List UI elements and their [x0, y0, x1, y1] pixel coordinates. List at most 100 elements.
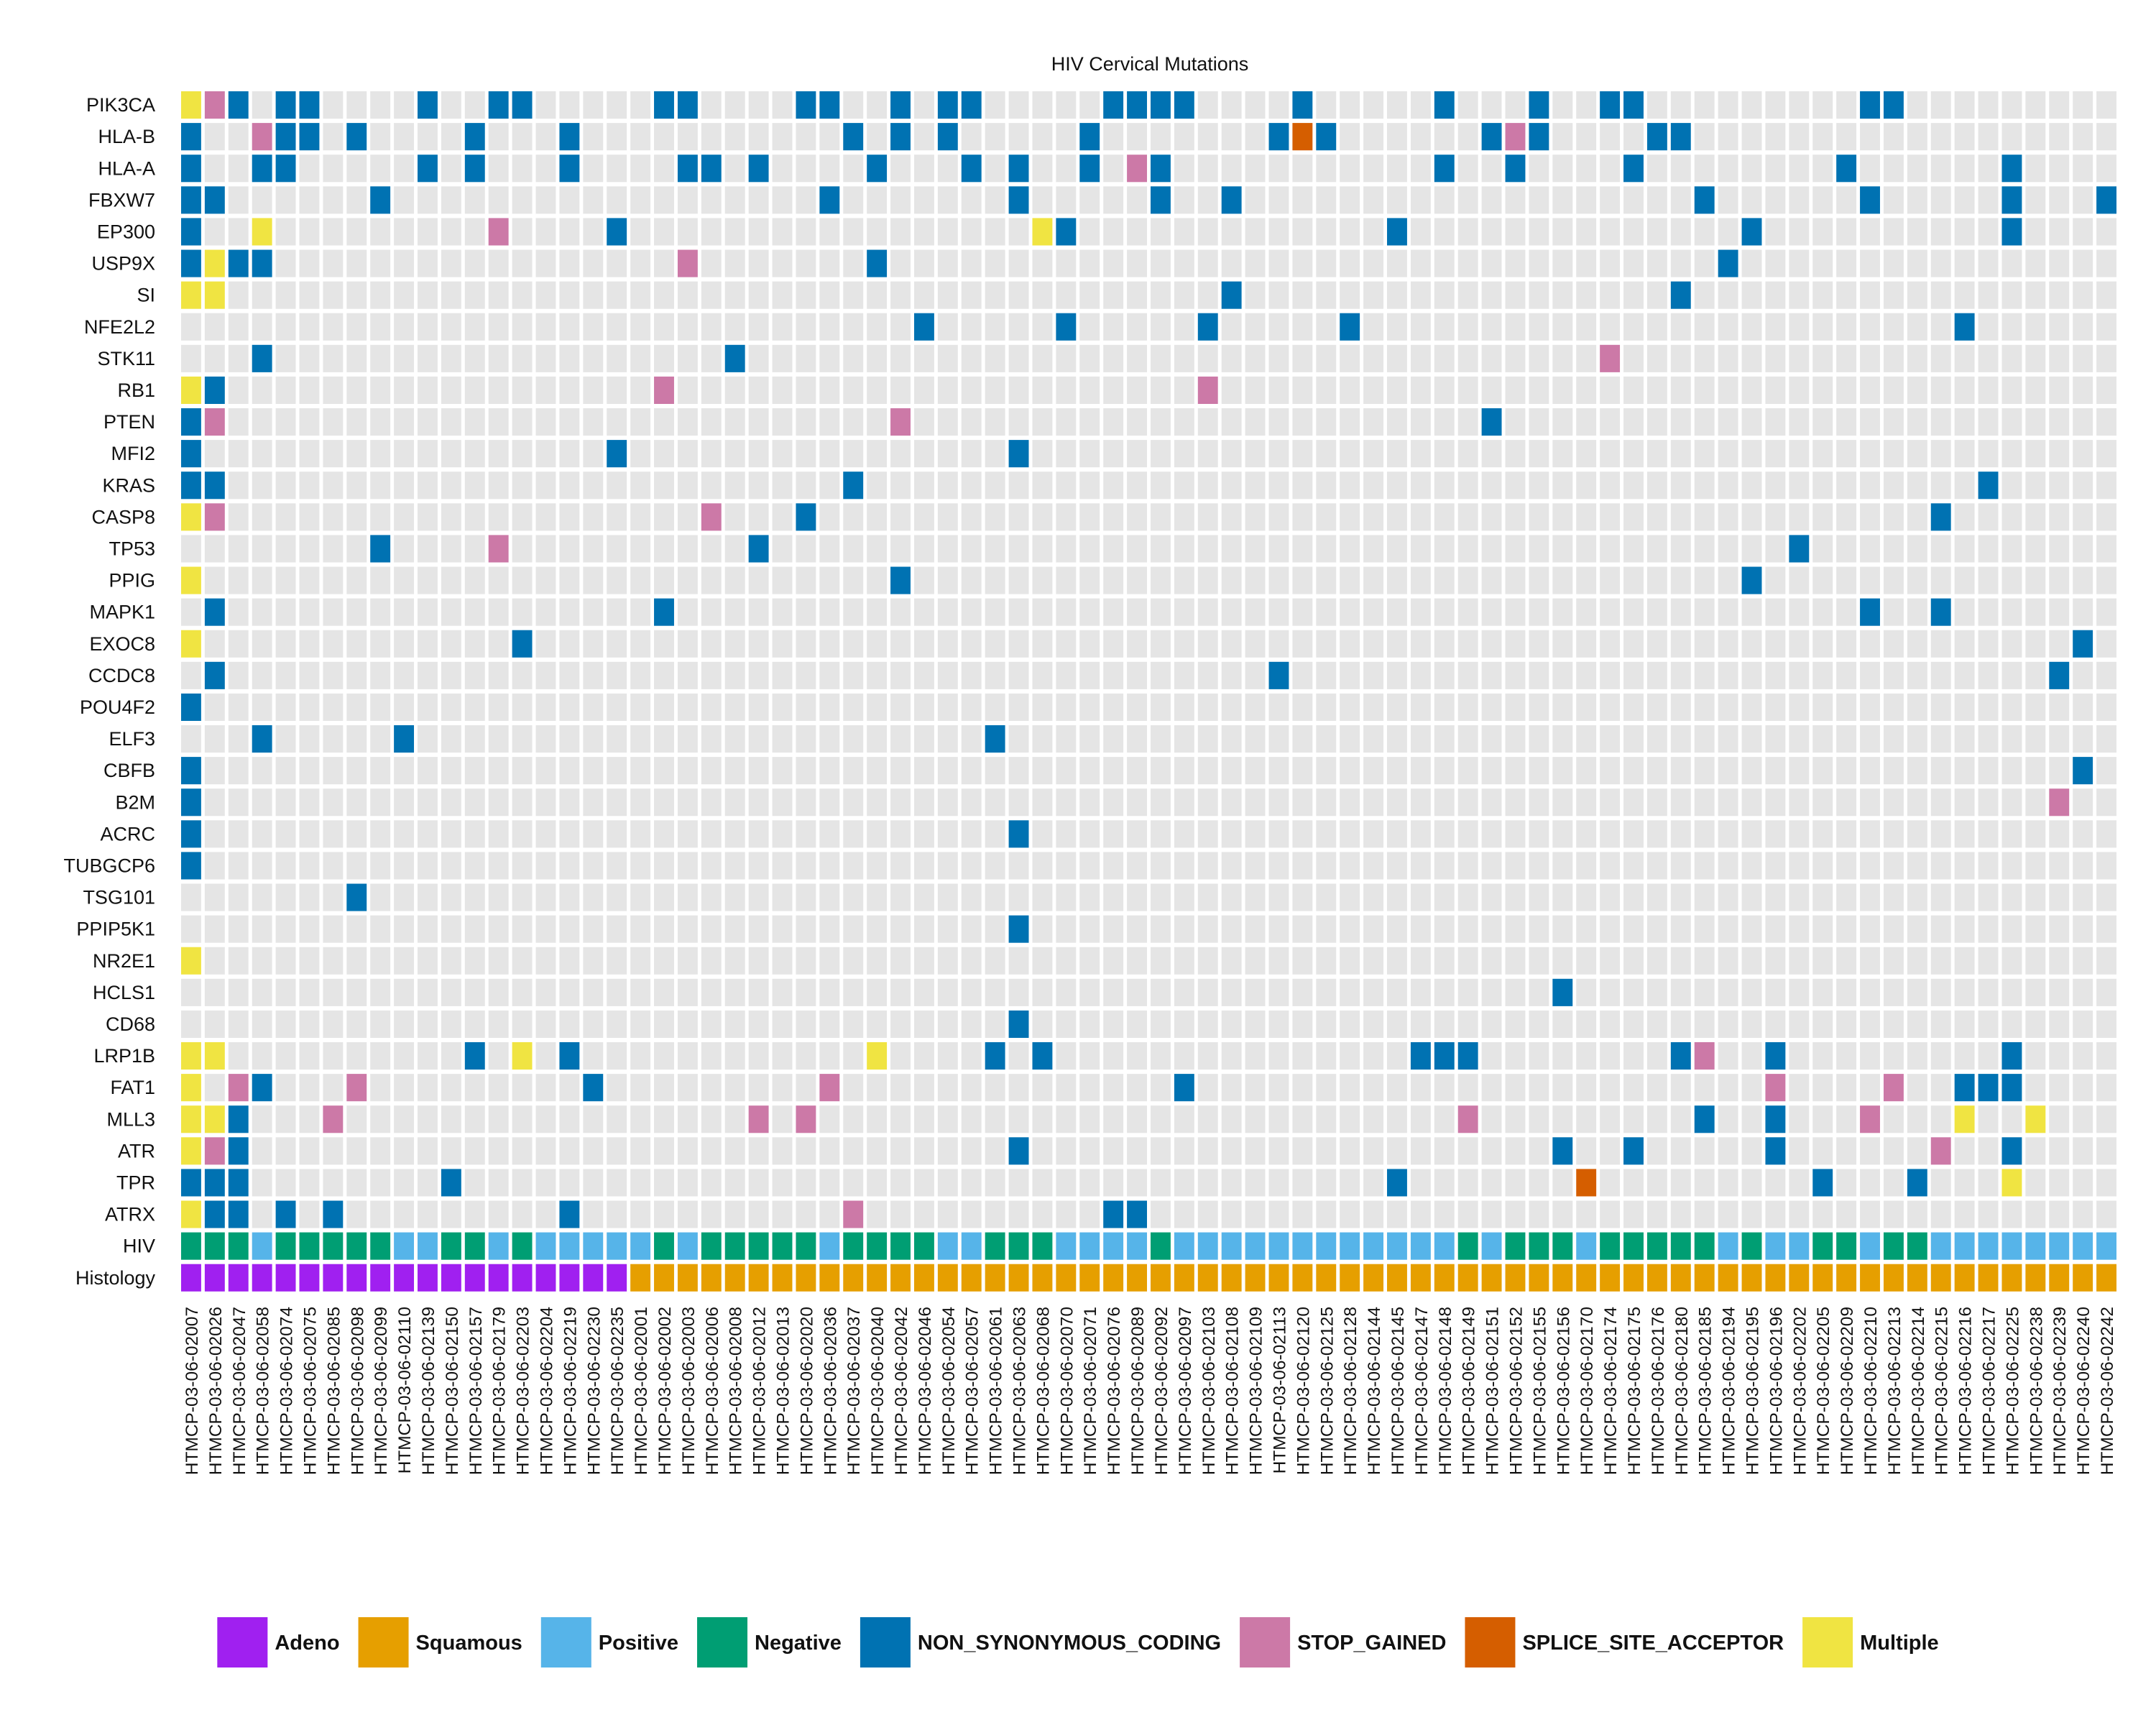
heatmap-cell [890, 472, 911, 500]
heatmap-cell [1623, 408, 1644, 436]
heatmap-cell [1670, 1264, 1691, 1292]
heatmap-cell [1316, 503, 1337, 531]
legend-key [540, 1617, 591, 1668]
heatmap-cell [204, 1105, 225, 1133]
heatmap-cell [819, 788, 840, 816]
heatmap-cell [796, 1074, 816, 1102]
heatmap-cell [204, 566, 225, 594]
heatmap-cell [1410, 1169, 1431, 1197]
heatmap-cell [819, 1264, 840, 1292]
row-label: CD68 [106, 1013, 155, 1035]
heatmap-cell [1529, 693, 1549, 721]
heatmap-cell [1741, 1042, 1762, 1070]
heatmap-cell [512, 281, 533, 309]
heatmap-cell [488, 1010, 509, 1038]
heatmap-cell [2096, 1074, 2116, 1102]
sample-label: HTMCP-03-06-02214 [1909, 1307, 1928, 1475]
heatmap-cell [1056, 757, 1077, 785]
heatmap-cell [2049, 1169, 2070, 1197]
heatmap-cell [630, 472, 651, 500]
heatmap-cell [1292, 1010, 1313, 1038]
heatmap-cell [796, 503, 816, 531]
heatmap-cell [1434, 566, 1455, 594]
heatmap-cell [1197, 693, 1218, 721]
heatmap-cell [961, 1137, 982, 1165]
heatmap-cell [630, 313, 651, 341]
heatmap-cell [1056, 472, 1077, 500]
heatmap-cell [1600, 155, 1621, 183]
heatmap-cell [1056, 1232, 1077, 1260]
heatmap-cell [748, 883, 769, 911]
heatmap-cell [2049, 725, 2070, 753]
heatmap-cell [1576, 947, 1597, 975]
heatmap-cell [1930, 313, 1951, 341]
heatmap-cell [961, 1169, 982, 1197]
heatmap-cell [1670, 725, 1691, 753]
heatmap-cell [418, 1042, 438, 1070]
heatmap-cell [1481, 376, 1502, 404]
heatmap-cell [1008, 725, 1029, 753]
heatmap-cell [701, 408, 722, 436]
heatmap-cell [1032, 978, 1053, 1006]
heatmap-cell [488, 313, 509, 341]
heatmap-cell [1600, 1137, 1621, 1165]
heatmap-cell [535, 978, 556, 1006]
heatmap-cell [1103, 598, 1124, 626]
heatmap-cell [1646, 947, 1667, 975]
heatmap-cell [2096, 186, 2116, 214]
heatmap-cell [1079, 281, 1100, 309]
heatmap-cell [488, 852, 509, 880]
heatmap-cell [724, 535, 745, 563]
heatmap-cell [441, 535, 461, 563]
heatmap-cell [275, 408, 296, 436]
heatmap-cell [323, 820, 344, 848]
heatmap-cell [181, 978, 201, 1006]
heatmap-cell [1836, 757, 1857, 785]
heatmap-cell [323, 408, 344, 436]
heatmap-cell [2025, 852, 2046, 880]
heatmap-cell [1032, 1074, 1053, 1102]
row-label: MLL3 [106, 1108, 155, 1130]
heatmap-cell [1576, 281, 1597, 309]
heatmap-cell [1457, 155, 1478, 183]
heatmap-cell [228, 472, 249, 500]
heatmap-cell [1174, 566, 1194, 594]
heatmap-cell [913, 91, 934, 119]
heatmap-cell [1292, 313, 1313, 341]
heatmap-cell [181, 757, 201, 785]
heatmap-cell [748, 155, 769, 183]
heatmap-cell [1930, 1042, 1951, 1070]
heatmap-cell [1718, 1232, 1738, 1260]
heatmap-cell [1363, 820, 1384, 848]
heatmap-cell [1221, 757, 1242, 785]
heatmap-cell [1387, 1010, 1407, 1038]
heatmap-cell [2001, 440, 2022, 468]
heatmap-cell [701, 281, 722, 309]
heatmap-cell [843, 440, 864, 468]
heatmap-cell [323, 1105, 344, 1133]
heatmap-cell [1340, 218, 1360, 246]
heatmap-cell [488, 535, 509, 563]
heatmap-cell [535, 630, 556, 658]
heatmap-cell [275, 249, 296, 277]
heatmap-cell [488, 1074, 509, 1102]
heatmap-cell [512, 1105, 533, 1133]
heatmap-cell [654, 123, 674, 151]
heatmap-cell [1340, 281, 1360, 309]
heatmap-cell [1765, 440, 1786, 468]
heatmap-cell [323, 978, 344, 1006]
heatmap-cell [2073, 915, 2093, 943]
heatmap-cell [1623, 1169, 1644, 1197]
heatmap-cell [418, 249, 438, 277]
heatmap-cell [796, 693, 816, 721]
heatmap-cell [1576, 820, 1597, 848]
heatmap-cell [1174, 630, 1194, 658]
gene-labels: PIK3CAHLA-BHLA-AFBXW7EP300USP9XSINFE2L2S… [63, 94, 155, 1289]
heatmap-cell [181, 1137, 201, 1165]
heatmap-cell [1221, 1169, 1242, 1197]
heatmap-cell [583, 915, 604, 943]
heatmap-cell [654, 1264, 674, 1292]
heatmap-cell [630, 503, 651, 531]
heatmap-cell [1930, 1074, 1951, 1102]
heatmap-cell [724, 915, 745, 943]
